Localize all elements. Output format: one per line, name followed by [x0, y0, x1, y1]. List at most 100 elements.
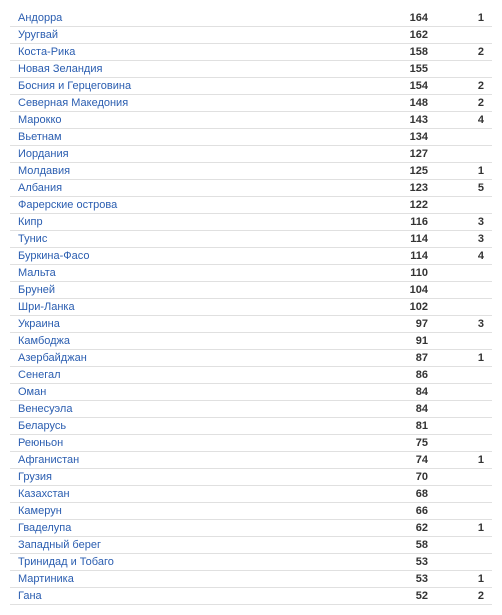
table-body: Андорра1641Уругвай162Коста-Рика1582Новая… — [10, 10, 492, 605]
country-link[interactable]: Украина — [10, 318, 372, 330]
table-row: Шри-Ланка102 — [10, 299, 492, 316]
table-row: Тринидад и Тобаго53 — [10, 554, 492, 571]
table-row: Молдавия1251 — [10, 163, 492, 180]
table-row: Украина973 — [10, 316, 492, 333]
value-1: 81 — [372, 420, 432, 432]
value-2: 5 — [432, 182, 492, 194]
value-1: 102 — [372, 301, 432, 313]
value-1: 84 — [372, 386, 432, 398]
value-2: 2 — [432, 97, 492, 109]
value-2: 1 — [432, 165, 492, 177]
table-row: Коста-Рика1582 — [10, 44, 492, 61]
value-1: 53 — [372, 556, 432, 568]
value-2: 1 — [432, 573, 492, 585]
table-row: Гваделупа621 — [10, 520, 492, 537]
table-row: Азербайджан871 — [10, 350, 492, 367]
value-1: 155 — [372, 63, 432, 75]
country-link[interactable]: Молдавия — [10, 165, 372, 177]
country-link[interactable]: Уругвай — [10, 29, 372, 41]
value-1: 62 — [372, 522, 432, 534]
table-row: Реюньон75 — [10, 435, 492, 452]
country-link[interactable]: Оман — [10, 386, 372, 398]
country-link[interactable]: Коста-Рика — [10, 46, 372, 58]
country-link[interactable]: Беларусь — [10, 420, 372, 432]
country-link[interactable]: Мартиника — [10, 573, 372, 585]
country-link[interactable]: Новая Зеландия — [10, 63, 372, 75]
value-2: 3 — [432, 216, 492, 228]
value-1: 74 — [372, 454, 432, 466]
country-link[interactable]: Гана — [10, 590, 372, 602]
country-link[interactable]: Босния и Герцеговина — [10, 80, 372, 92]
value-1: 53 — [372, 573, 432, 585]
country-link[interactable]: Афганистан — [10, 454, 372, 466]
value-1: 66 — [372, 505, 432, 517]
value-1: 162 — [372, 29, 432, 41]
country-link[interactable]: Венесуэла — [10, 403, 372, 415]
value-1: 143 — [372, 114, 432, 126]
table-row: Гана522 — [10, 588, 492, 605]
table-row: Буркина-Фасо1144 — [10, 248, 492, 265]
value-2: 1 — [432, 12, 492, 24]
table-row: Кипр1163 — [10, 214, 492, 231]
country-link[interactable]: Западный берег — [10, 539, 372, 551]
country-link[interactable]: Камбоджа — [10, 335, 372, 347]
country-link[interactable]: Реюньон — [10, 437, 372, 449]
country-link[interactable]: Фарерские острова — [10, 199, 372, 211]
value-1: 104 — [372, 284, 432, 296]
country-link[interactable]: Шри-Ланка — [10, 301, 372, 313]
table-row: Камерун66 — [10, 503, 492, 520]
value-1: 97 — [372, 318, 432, 330]
value-2: 1 — [432, 522, 492, 534]
value-1: 123 — [372, 182, 432, 194]
country-link[interactable]: Грузия — [10, 471, 372, 483]
country-link[interactable]: Казахстан — [10, 488, 372, 500]
table-row: Вьетнам134 — [10, 129, 492, 146]
country-link[interactable]: Мальта — [10, 267, 372, 279]
country-link[interactable]: Кипр — [10, 216, 372, 228]
country-link[interactable]: Северная Македония — [10, 97, 372, 109]
value-2: 4 — [432, 250, 492, 262]
country-link[interactable]: Албания — [10, 182, 372, 194]
value-1: 148 — [372, 97, 432, 109]
table-row: Афганистан741 — [10, 452, 492, 469]
value-1: 122 — [372, 199, 432, 211]
value-1: 114 — [372, 250, 432, 262]
value-1: 70 — [372, 471, 432, 483]
value-2: 1 — [432, 352, 492, 364]
value-2: 3 — [432, 318, 492, 330]
data-table: Андорра1641Уругвай162Коста-Рика1582Новая… — [10, 10, 492, 605]
table-row: Марокко1434 — [10, 112, 492, 129]
value-1: 68 — [372, 488, 432, 500]
value-2: 1 — [432, 454, 492, 466]
table-row: Албания1235 — [10, 180, 492, 197]
table-row: Новая Зеландия155 — [10, 61, 492, 78]
table-row: Мартиника531 — [10, 571, 492, 588]
value-1: 134 — [372, 131, 432, 143]
table-row: Сенегал86 — [10, 367, 492, 384]
country-link[interactable]: Тринидад и Тобаго — [10, 556, 372, 568]
country-link[interactable]: Марокко — [10, 114, 372, 126]
value-1: 154 — [372, 80, 432, 92]
table-row: Мальта110 — [10, 265, 492, 282]
table-row: Уругвай162 — [10, 27, 492, 44]
value-1: 75 — [372, 437, 432, 449]
table-row: Босния и Герцеговина1542 — [10, 78, 492, 95]
country-link[interactable]: Андорра — [10, 12, 372, 24]
value-1: 127 — [372, 148, 432, 160]
country-link[interactable]: Камерун — [10, 505, 372, 517]
table-row: Камбоджа91 — [10, 333, 492, 350]
country-link[interactable]: Бруней — [10, 284, 372, 296]
country-link[interactable]: Тунис — [10, 233, 372, 245]
country-link[interactable]: Иордания — [10, 148, 372, 160]
country-link[interactable]: Буркина-Фасо — [10, 250, 372, 262]
value-1: 114 — [372, 233, 432, 245]
value-1: 84 — [372, 403, 432, 415]
value-1: 58 — [372, 539, 432, 551]
country-link[interactable]: Гваделупа — [10, 522, 372, 534]
country-link[interactable]: Азербайджан — [10, 352, 372, 364]
country-link[interactable]: Вьетнам — [10, 131, 372, 143]
value-1: 91 — [372, 335, 432, 347]
table-row: Тунис1143 — [10, 231, 492, 248]
country-link[interactable]: Сенегал — [10, 369, 372, 381]
table-row: Иордания127 — [10, 146, 492, 163]
